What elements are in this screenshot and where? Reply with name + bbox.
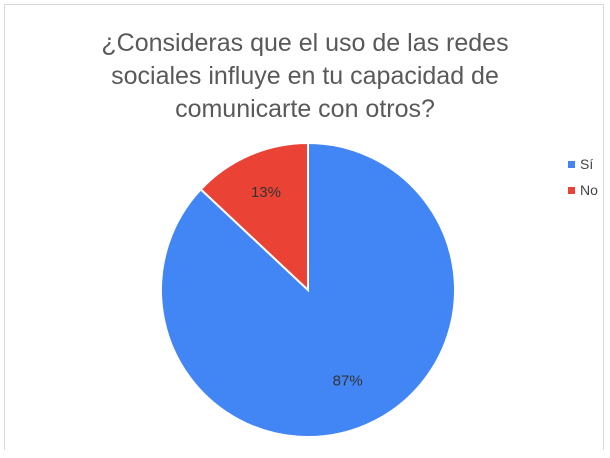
legend-label-si: Sí <box>580 156 594 172</box>
data-label-si: 87% <box>333 373 363 390</box>
chart-title-line-1: ¿Consideras que el uso de las redes <box>101 29 509 57</box>
chart-legend: Sí No <box>568 151 598 203</box>
legend-label-no: No <box>580 182 598 198</box>
chart-title: ¿Consideras que el uso de las redes soci… <box>30 27 580 126</box>
chart-title-line-3: comunicarte con otros? <box>175 95 435 123</box>
data-label-no: 13% <box>251 184 281 201</box>
legend-item-no: No <box>568 177 598 203</box>
pie-slice-no <box>199 141 309 293</box>
legend-item-si: Sí <box>568 151 598 177</box>
legend-swatch-si <box>568 160 575 168</box>
chart-title-line-2: sociales influye en tu capacidad de <box>111 62 499 90</box>
legend-swatch-no <box>568 186 575 194</box>
